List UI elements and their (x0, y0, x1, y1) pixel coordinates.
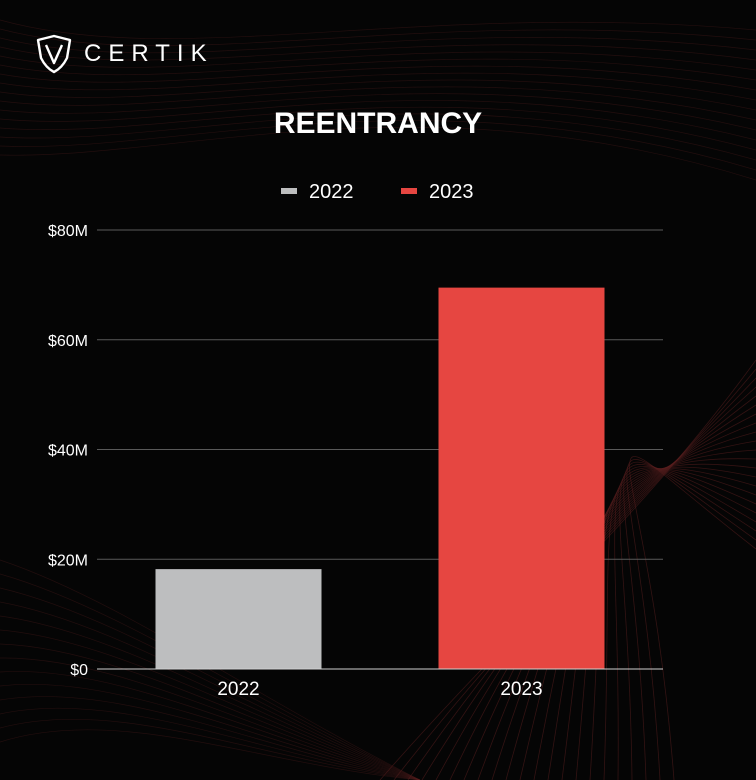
background-wave-line (0, 113, 756, 161)
background-wave-line (0, 657, 421, 780)
x-tick-label-2022: 2022 (217, 679, 259, 700)
chart-title: REENTRANCY (274, 107, 482, 140)
background-wave-line (0, 126, 756, 181)
brand-wordmark: CERTIK (84, 40, 214, 67)
background-wave-line (0, 100, 756, 141)
y-tick-label: $0 (70, 662, 88, 679)
background-wave-line (0, 28, 756, 46)
certik-shield-icon (36, 34, 72, 74)
background-wave-line (623, 461, 756, 780)
bars (155, 287, 605, 669)
legend-label-2023: 2023 (429, 181, 474, 203)
background-wave-line (0, 671, 421, 780)
background-wave-line (603, 467, 756, 780)
bar-2022 (155, 569, 322, 669)
background-wave-line (0, 79, 756, 111)
chart-legend: 2022 2023 (281, 181, 474, 203)
legend-swatch-2022 (281, 188, 297, 194)
y-tick-label: $60M (48, 333, 88, 350)
y-tick-label: $40M (48, 443, 88, 460)
background-wave-line (0, 683, 421, 780)
bar-2023 (438, 287, 605, 669)
background-wave-line (0, 106, 756, 151)
background-wave-line (619, 464, 756, 780)
x-axis-ticks: 2022 2023 (217, 679, 542, 700)
y-axis-ticks: $0 $20M $40M $60M $80M (48, 223, 88, 679)
x-tick-label-2023: 2023 (500, 679, 542, 700)
brand-logo: CERTIK (34, 34, 214, 74)
background-wave-line (0, 37, 756, 54)
background-wave-line (0, 44, 756, 61)
legend-label-2022: 2022 (309, 181, 354, 203)
background-wave-line (575, 467, 756, 780)
y-tick-label: $80M (48, 223, 88, 240)
background-wave-line (0, 86, 756, 121)
background-wave-line (0, 120, 756, 171)
background-wave-line (0, 93, 756, 131)
background-wave-line (0, 718, 421, 780)
background-wave-line (0, 51, 756, 71)
background-wave-line (629, 456, 756, 780)
background-wave-line (0, 707, 421, 780)
background-wave-line (0, 19, 756, 39)
background-wave-line (0, 643, 421, 780)
background-wave-line (0, 72, 756, 101)
background-wave-line (0, 65, 756, 91)
background-wave-line (626, 459, 756, 780)
background-wave-line (0, 601, 421, 780)
legend-swatch-2023 (401, 188, 417, 194)
background-wave-line (0, 58, 756, 81)
y-tick-label: $20M (48, 552, 88, 569)
background-wave-line (0, 615, 421, 780)
background-wave-line (0, 696, 421, 780)
background-wave-line (614, 466, 756, 780)
background-wave-line (0, 629, 421, 780)
background-wave-line (0, 729, 421, 780)
